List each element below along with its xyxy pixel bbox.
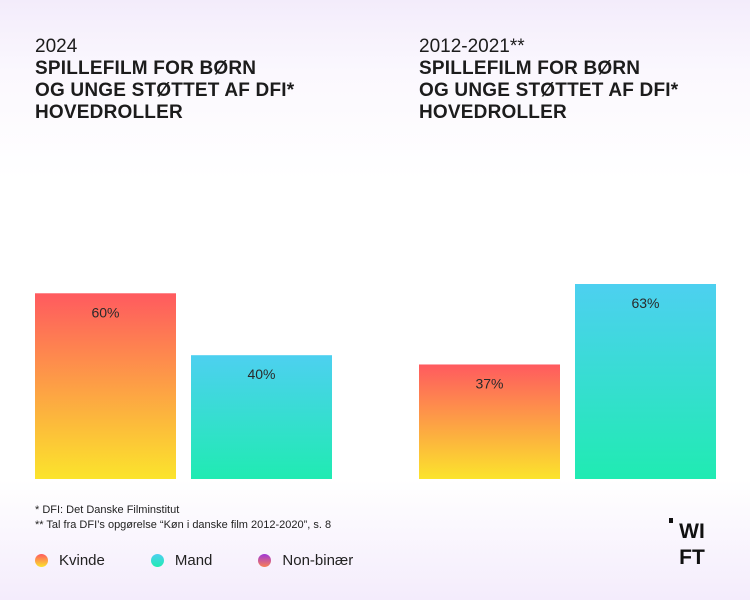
bar-mand bbox=[191, 355, 332, 479]
bar-mand bbox=[575, 284, 716, 479]
chart-header-2012-2021: 2012-2021** SPILLEFILM FOR BØRN OG UNGE … bbox=[419, 36, 678, 124]
footnotes: * DFI: Det Danske Filminstitut ** Tal fr… bbox=[35, 503, 331, 533]
bar-kvinde bbox=[35, 293, 176, 479]
chart-title-line: OG UNGE STØTTET AF DFI* bbox=[35, 80, 295, 101]
bar-value-label: 63% bbox=[631, 295, 659, 311]
chart-title-line: SPILLEFILM FOR BØRN bbox=[419, 58, 641, 79]
bar-kvinde bbox=[419, 364, 560, 479]
svg-text:WI: WI bbox=[679, 520, 705, 543]
svg-text:FT: FT bbox=[679, 546, 705, 569]
legend-label: Mand bbox=[174, 552, 213, 569]
bar-value-label: 60% bbox=[91, 304, 119, 320]
legend: Kvinde Mand Non-binær bbox=[35, 552, 399, 569]
legend-item-nonbinaer: Non-binær bbox=[258, 552, 353, 569]
chart-title-line: SPILLEFILM FOR BØRN bbox=[35, 58, 257, 79]
chart-title-line: OG UNGE STØTTET AF DFI* bbox=[419, 80, 679, 101]
legend-label: Kvinde bbox=[59, 552, 105, 569]
chart-header-2024: 2024 SPILLEFILM FOR BØRN OG UNGE STØTTET… bbox=[35, 36, 294, 124]
bar-value-label: 37% bbox=[475, 375, 503, 391]
legend-label: Non-binær bbox=[282, 552, 354, 569]
chart-year-label: 2012-2021** bbox=[419, 36, 525, 57]
chart-title-line: HOVEDROLLER bbox=[419, 102, 567, 123]
bar-value-label: 40% bbox=[247, 366, 275, 382]
chart-year-label: 2024 bbox=[35, 36, 78, 57]
legend-item-kvinde: Kvinde bbox=[35, 552, 105, 569]
legend-swatch-mand bbox=[150, 554, 164, 567]
legend-swatch-kvinde bbox=[35, 554, 48, 567]
footnote-source: ** Tal fra DFI’s opgørelse “Køn i danske… bbox=[35, 519, 332, 531]
legend-swatch-nonbinaer bbox=[258, 554, 272, 567]
chart-title-line: HOVEDROLLER bbox=[35, 102, 183, 123]
footnote-dfi: * DFI: Det Danske Filminstitut bbox=[35, 504, 180, 516]
wift-logo: WI FT bbox=[669, 518, 705, 569]
legend-item-mand: Mand bbox=[150, 552, 213, 569]
